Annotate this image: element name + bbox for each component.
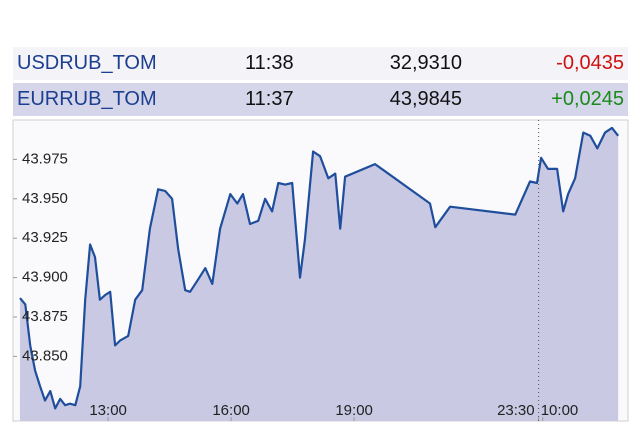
quote-row[interactable]: EURRUB_TOM 11:37 43,9845 +0,0245	[13, 83, 628, 116]
time: 11:38	[245, 52, 294, 74]
y-tick-label: 43.900	[22, 269, 68, 286]
y-tick-label: 43.850	[22, 347, 68, 364]
y-tick-label: 43.950	[22, 190, 68, 207]
x-tick-label: 19:00	[335, 402, 373, 419]
area	[19, 127, 619, 422]
change: -0,0435	[556, 52, 624, 74]
quote-row[interactable]: USDRUB_TOM 11:38 32,9310 -0,0435	[13, 47, 628, 80]
y-tick-label: 43.975	[22, 150, 68, 167]
x-tick-label: 23:30	[497, 402, 535, 419]
y-tick-label: 43.875	[22, 308, 68, 325]
ticker: EURRUB_TOM	[17, 88, 157, 110]
y-tick-label: 43.925	[22, 229, 68, 246]
price: 32,9310	[389, 52, 462, 74]
x-tick-label: 16:00	[212, 402, 250, 419]
change: +0,0245	[551, 88, 624, 110]
price-line	[19, 126, 620, 410]
x-tick-label: 13:00	[89, 402, 127, 419]
ticker: USDRUB_TOM	[17, 52, 157, 74]
price: 43,9845	[389, 88, 462, 110]
x-tick-label: 10:00	[541, 402, 579, 419]
time: 11:37	[245, 88, 294, 110]
